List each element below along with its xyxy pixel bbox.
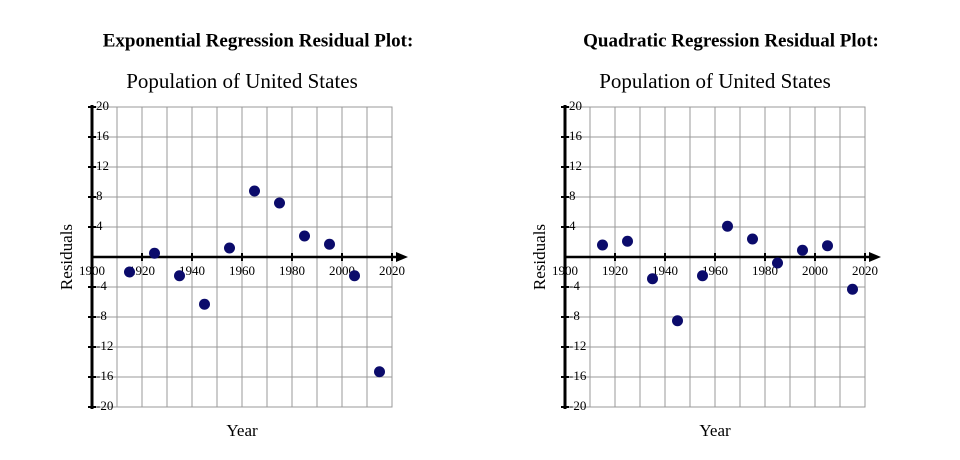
point — [697, 270, 708, 282]
x-tick-label: 1940 — [179, 263, 205, 278]
y-tick-label: -4 — [569, 278, 580, 293]
chart-title: Population of United States — [126, 69, 358, 93]
point — [722, 220, 733, 232]
point — [772, 257, 783, 269]
y-tick-label: 12 — [569, 158, 582, 173]
x-tick-label: 1940 — [652, 263, 678, 278]
point — [299, 230, 310, 242]
point — [199, 298, 210, 310]
y-tick-label: 20 — [569, 98, 582, 113]
point — [374, 366, 385, 378]
y-tick-label: 16 — [569, 128, 583, 143]
y-tick-label: -20 — [96, 398, 113, 413]
x-axis-label: Year — [699, 421, 731, 440]
y-tick-label: -16 — [96, 368, 114, 383]
point — [274, 197, 285, 209]
heading: Quadratic Regression Residual Plot: — [583, 30, 879, 51]
point — [797, 244, 808, 256]
x-tick-label: 1980 — [279, 263, 305, 278]
x-tick-label: 1980 — [752, 263, 778, 278]
point — [822, 240, 833, 252]
x-axis-label: Year — [226, 421, 258, 440]
point — [647, 273, 658, 285]
y-tick-label: 4 — [96, 218, 103, 233]
x-axis-arrow — [396, 252, 408, 262]
y-tick-label: -12 — [96, 338, 113, 353]
y-tick-label: 16 — [96, 128, 110, 143]
x-axis-arrow — [869, 252, 881, 262]
y-tick-label: -16 — [569, 368, 587, 383]
chart-title: Population of United States — [599, 69, 831, 93]
y-tick-label: -8 — [569, 308, 580, 323]
point — [597, 239, 608, 251]
y-tick-label: 8 — [569, 188, 576, 203]
x-tick-label: 1960 — [702, 263, 728, 278]
point — [124, 266, 135, 278]
y-tick-label: 8 — [96, 188, 103, 203]
x-tick-label: 2020 — [379, 263, 405, 278]
point — [672, 315, 683, 327]
y-tick-label: 4 — [569, 218, 576, 233]
point — [847, 283, 858, 295]
y-tick-label: -12 — [569, 338, 586, 353]
y-tick-label: -8 — [96, 308, 107, 323]
y-tick-label: 20 — [96, 98, 109, 113]
x-tick-label: 1900 — [79, 263, 105, 278]
point — [747, 233, 758, 245]
y-tick-label: 12 — [96, 158, 109, 173]
x-tick-label: 1900 — [552, 263, 578, 278]
point — [349, 270, 360, 282]
x-tick-label: 2000 — [329, 263, 355, 278]
point — [149, 247, 160, 259]
x-tick-label: 1960 — [229, 263, 255, 278]
point — [324, 238, 335, 250]
x-tick-label: 1920 — [602, 263, 628, 278]
point — [224, 242, 235, 254]
y-axis-label: Residuals — [57, 224, 76, 290]
x-tick-label: 2020 — [852, 263, 878, 278]
y-tick-label: -4 — [96, 278, 107, 293]
heading: Exponential Regression Residual Plot: — [103, 30, 414, 51]
x-tick-label: 2000 — [802, 263, 828, 278]
y-axis-label: Residuals — [530, 224, 549, 290]
point — [249, 185, 260, 197]
point — [174, 270, 185, 282]
y-tick-label: -20 — [569, 398, 586, 413]
x-tick-label: 1920 — [129, 263, 155, 278]
point — [622, 235, 633, 247]
